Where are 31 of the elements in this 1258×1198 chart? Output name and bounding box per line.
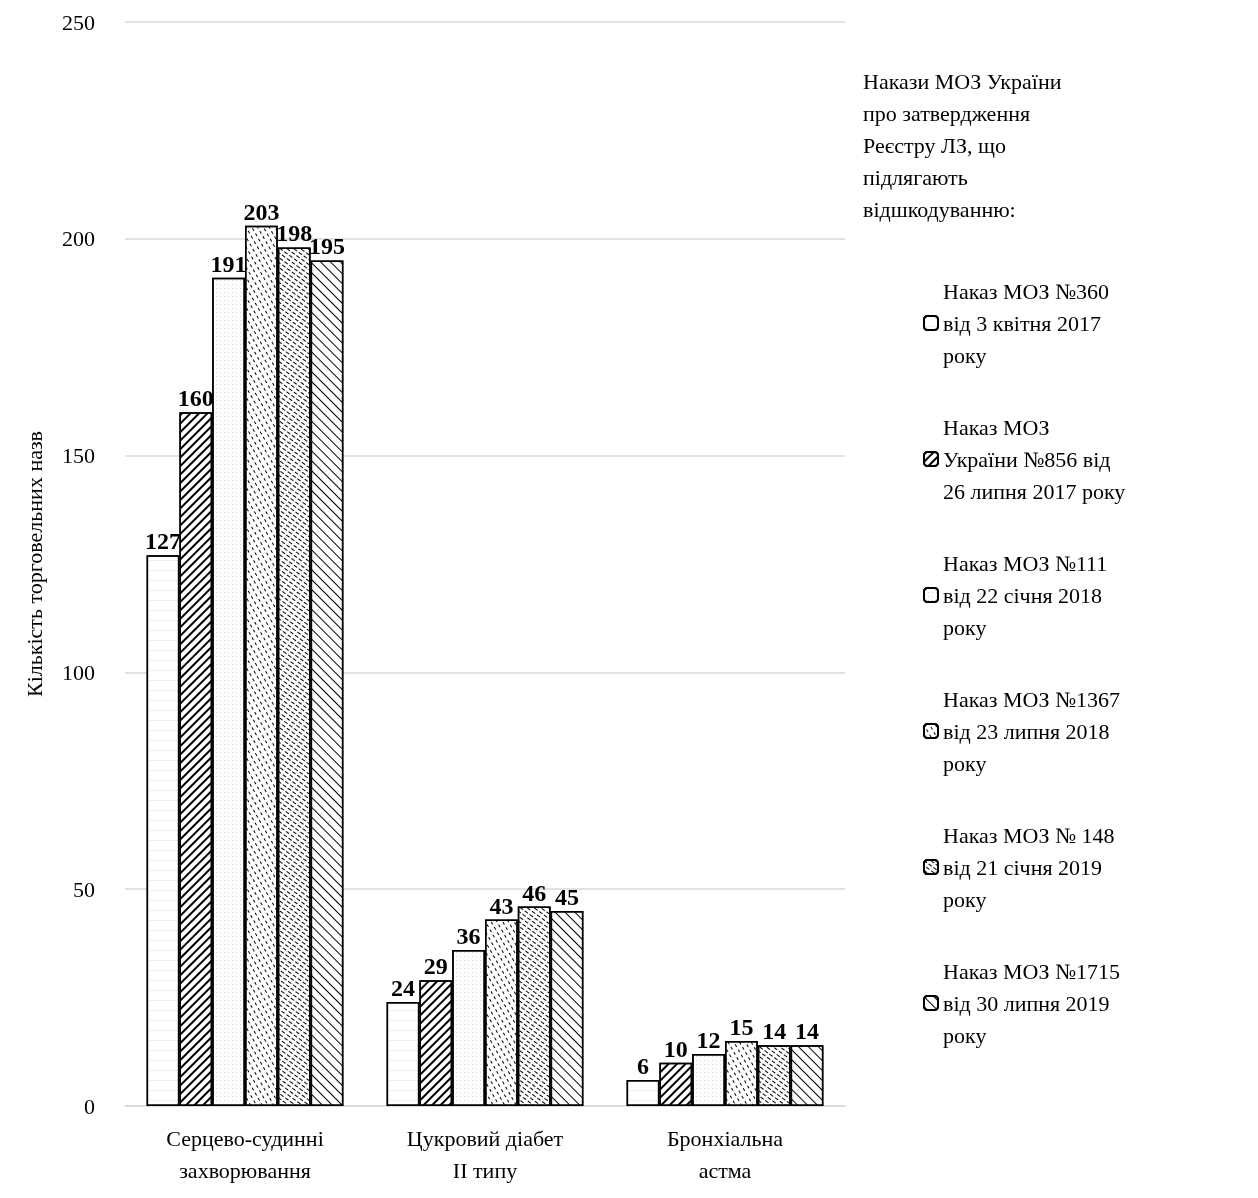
data-label: 191	[210, 250, 247, 277]
data-label: 10	[663, 1035, 688, 1062]
data-label: 43	[489, 892, 514, 919]
legend-title: Накази МОЗ України про затвердження Реєстру ЛЗ, що підлягають відшкодуванню:	[863, 68, 1067, 222]
data-label: 46	[522, 879, 547, 906]
y-tick-label: 0	[84, 1093, 95, 1119]
data-label: 6	[637, 1052, 649, 1079]
legend-label: Наказ МОЗ № 148 від 21 січня 2019 року	[943, 822, 1120, 912]
x-tick-label: Серцево-судинні захворювання	[166, 1125, 324, 1183]
data-label: 45	[555, 883, 579, 910]
legend-label: Наказ МОЗ України №856 від 26 липня 2017 року	[943, 414, 1126, 504]
data-label: 14	[762, 1018, 787, 1045]
x-tick-label: Бронхіальна астма	[666, 1125, 784, 1183]
y-axis-title: Кількість торговельних назв	[21, 430, 47, 698]
data-label: 203	[243, 198, 280, 225]
y-tick-label: 250	[62, 9, 95, 35]
y-tick-label: 200	[62, 226, 95, 252]
legend-label: Наказ МОЗ №1367 від 23 липня 2018 року	[943, 686, 1126, 776]
data-label: 12	[696, 1026, 721, 1053]
data-label: 14	[795, 1018, 819, 1045]
y-tick-label: 150	[62, 443, 95, 469]
legend-label: Наказ МОЗ №111 від 22 січня 2018 року	[943, 550, 1113, 640]
legend-label: Наказ МОЗ №360 від 3 квітня 2017 року	[943, 278, 1115, 368]
legend-label: Наказ МОЗ №1715 від 30 липня 2019 року	[943, 958, 1126, 1048]
x-tick-label: Цукровий діабет II типу	[406, 1125, 564, 1183]
data-label: 15	[729, 1013, 754, 1040]
data-label: 36	[456, 922, 481, 949]
y-tick-label: 50	[73, 876, 95, 902]
data-label: 24	[391, 974, 415, 1001]
data-label: 29	[423, 953, 448, 980]
y-tick-label: 100	[62, 659, 95, 685]
